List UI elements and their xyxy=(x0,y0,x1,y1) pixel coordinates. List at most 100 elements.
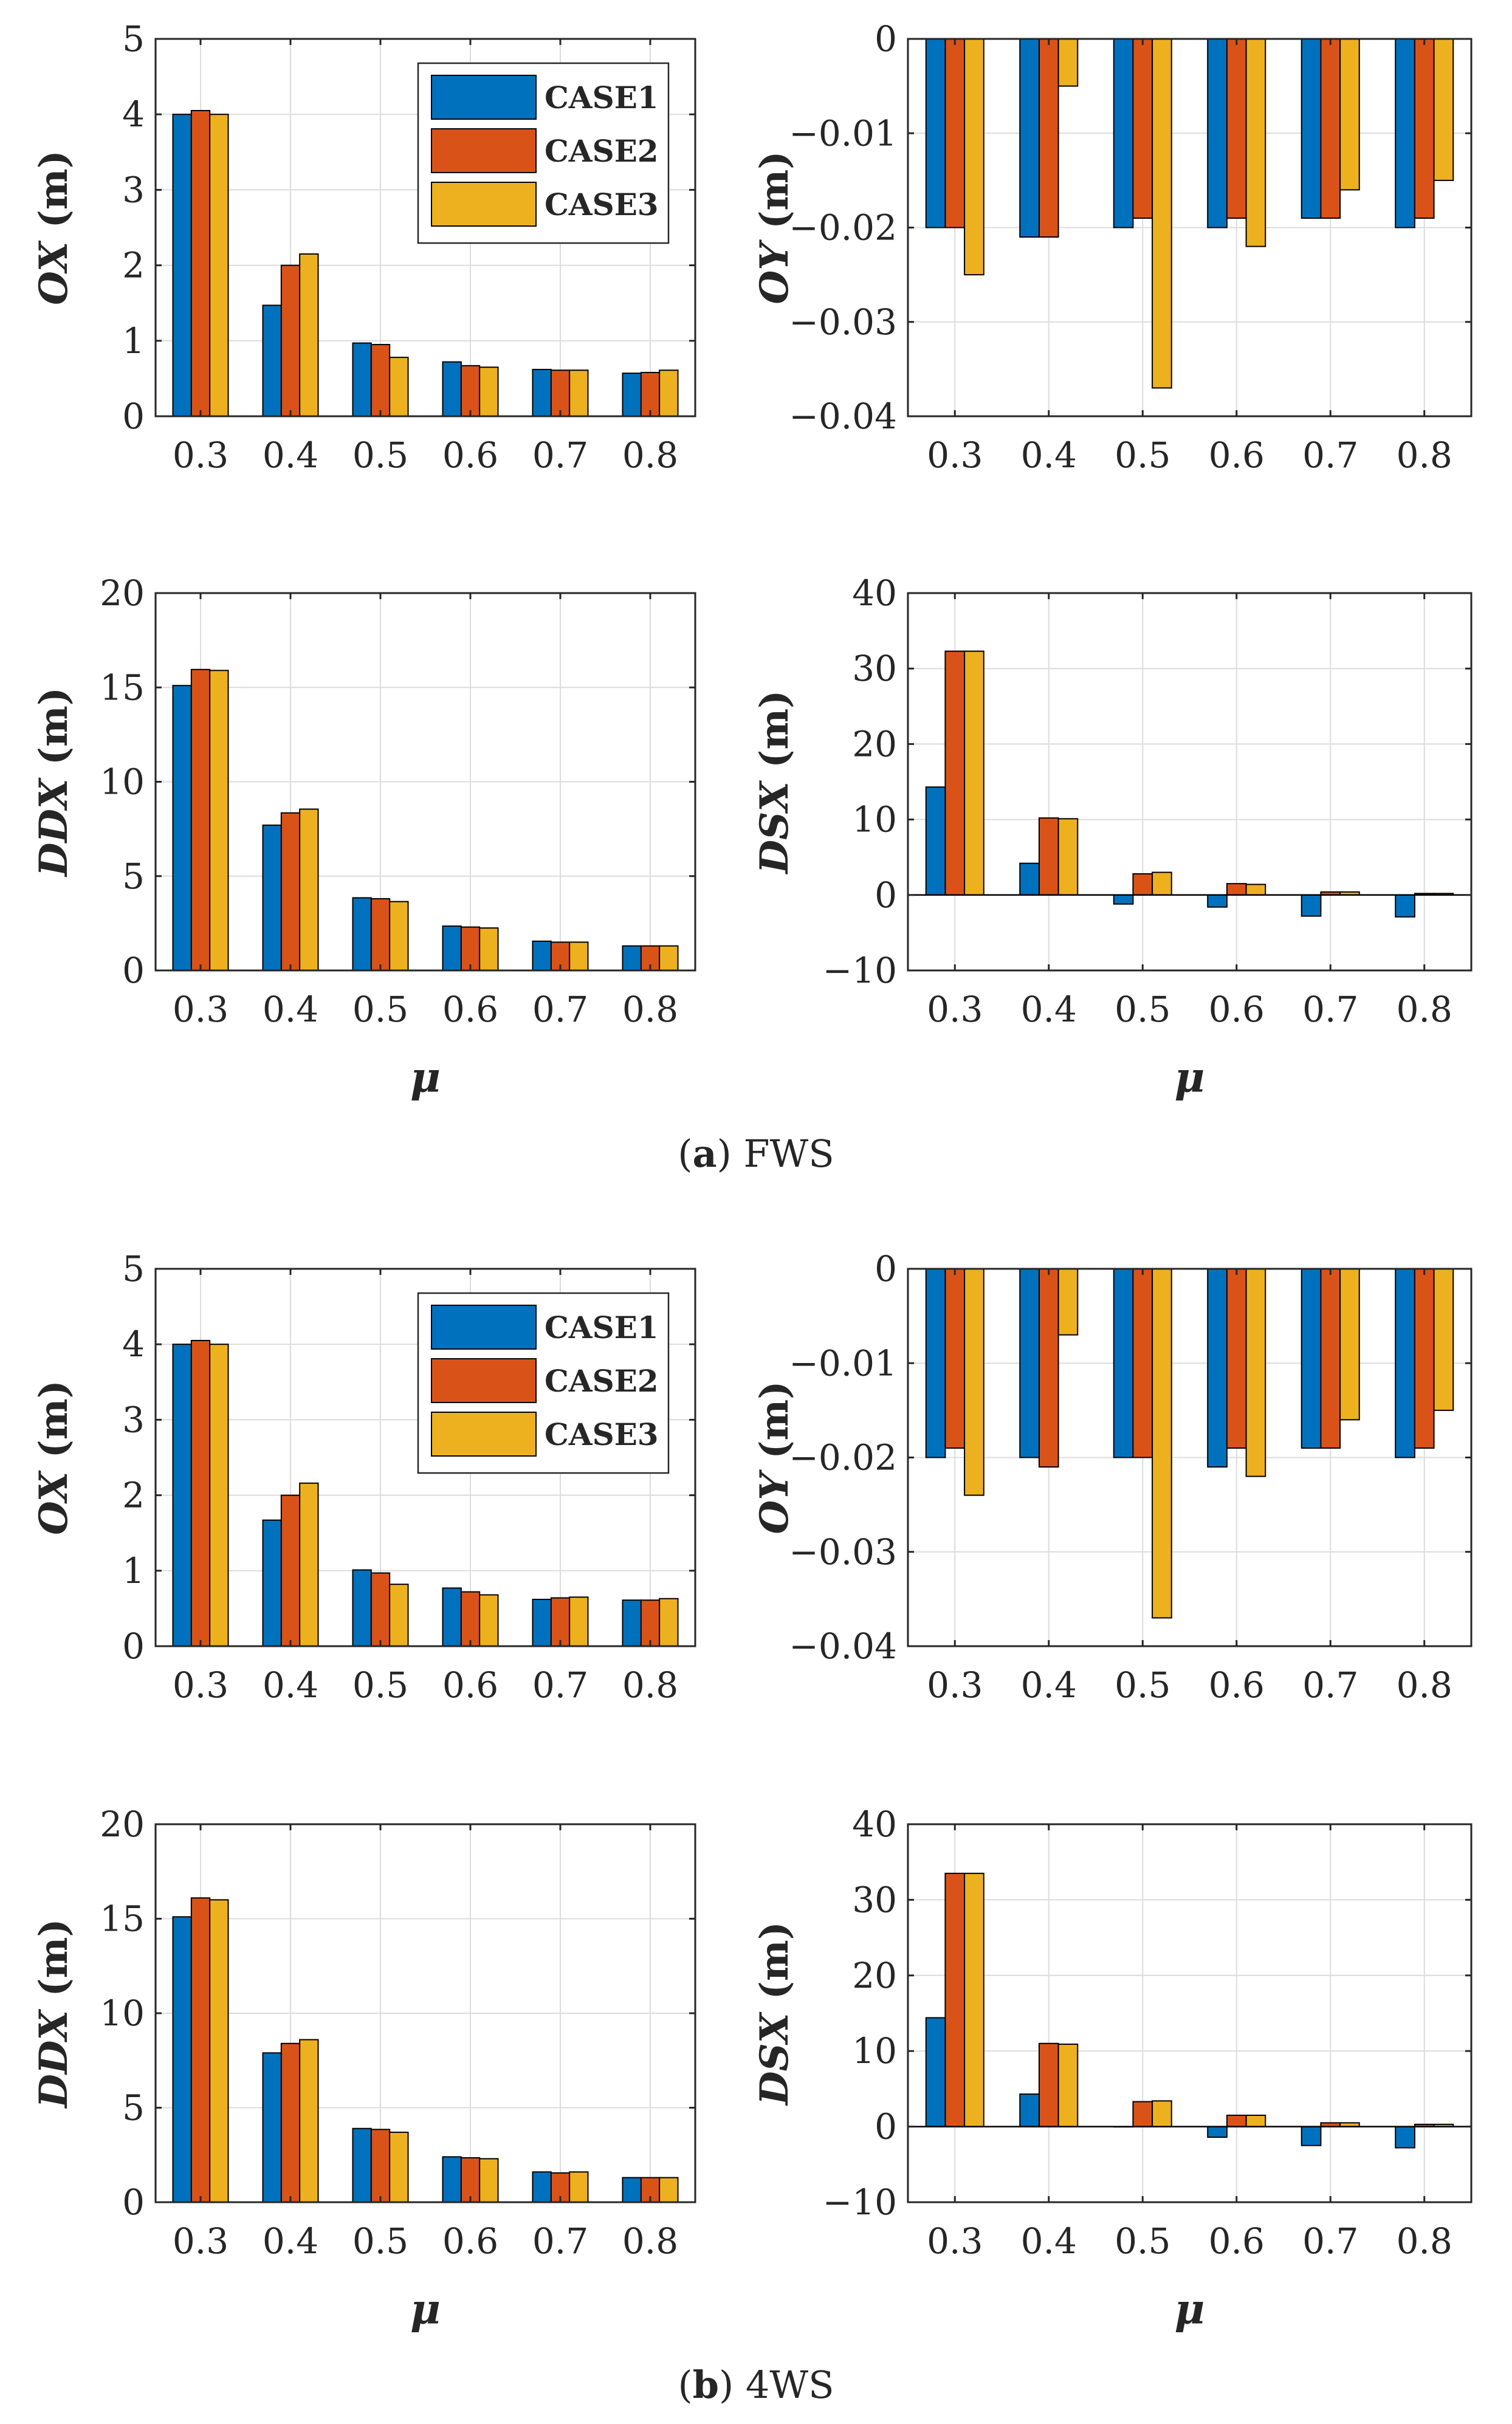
bar-case3-0.8 xyxy=(659,369,679,417)
bar-case2-0.6 xyxy=(460,1591,481,1647)
x-tick-label: 0.4 xyxy=(263,1664,318,1706)
bar-case2-0.6 xyxy=(460,926,481,971)
bar-case3-0.7 xyxy=(569,1596,589,1647)
bar-case2-0.4 xyxy=(280,812,301,972)
bar-case2-0.7 xyxy=(550,1597,571,1647)
legend-label-case1: CASE1 xyxy=(545,80,659,115)
gridlines xyxy=(156,593,695,970)
bar-case2-0.6 xyxy=(460,365,481,417)
bar-case1-0.4 xyxy=(1019,862,1040,896)
x-tick-label: 0.6 xyxy=(442,989,498,1030)
legend-swatch-case2 xyxy=(431,128,537,173)
bar-case3-0.8 xyxy=(659,945,679,972)
bar-case3-0.7 xyxy=(569,941,589,972)
y-tick-label: −0.02 xyxy=(789,1437,897,1478)
bar-case2-0.3 xyxy=(944,38,966,228)
bar-case1-0.7 xyxy=(1301,894,1322,917)
y-tick-label: −0.04 xyxy=(789,396,897,437)
x-tick-label: 0.4 xyxy=(263,434,318,476)
bar-case3-0.4 xyxy=(299,253,319,417)
x-tick-label: 0.7 xyxy=(532,1664,588,1706)
bar-case3-0.5 xyxy=(389,357,409,417)
bar-case1-0.8 xyxy=(1395,2126,1415,2149)
y-tick-label: 1 xyxy=(122,320,145,362)
legend-swatch-case1 xyxy=(431,1305,537,1350)
bar-case1-0.3 xyxy=(172,114,192,417)
x-tick-label: 0.4 xyxy=(1021,1664,1077,1706)
x-tick-label: 0.5 xyxy=(352,434,408,476)
legend: CASE1 CASE2 CASE3 xyxy=(417,62,670,244)
bar-case2-0.7 xyxy=(1320,1268,1341,1449)
y-tick-label: 15 xyxy=(100,667,145,708)
y-axis-label: OY (m) xyxy=(752,1381,797,1534)
x-tick-label: 0.8 xyxy=(622,434,678,476)
x-tick-label: 0.3 xyxy=(927,1664,983,1706)
bar-case1-0.7 xyxy=(532,368,552,417)
gridlines xyxy=(156,1824,695,2202)
x-tick-label: 0.5 xyxy=(352,989,408,1030)
y-tick-label: −0.04 xyxy=(789,1626,897,1667)
bar-case1-0.7 xyxy=(532,1598,552,1647)
bar-case2-0.8 xyxy=(1414,1268,1435,1449)
charts: 0 1 2 3 4 5 0.3 0.4 0.5 0.6 0.7 0.8 OX (m) CASE1 CASE2… xyxy=(31,18,1472,2334)
bar-case2-0.4 xyxy=(1038,817,1059,896)
bar-case1-0.6 xyxy=(442,925,462,971)
bar-case1-0.5 xyxy=(352,2127,372,2203)
bar-case1-0.3 xyxy=(172,685,192,972)
y-tick-label: 0 xyxy=(122,396,145,437)
y-axis-label: OX (m) xyxy=(31,150,77,305)
y-tick-label: 10 xyxy=(852,799,897,840)
x-ticks: 0.3 0.4 0.5 0.6 0.7 0.8 xyxy=(173,593,678,1030)
bar-case3-0.5 xyxy=(389,901,409,971)
bar-case2-0.4 xyxy=(1038,38,1059,238)
bar-case1-0.8 xyxy=(1395,894,1415,918)
gridlines xyxy=(908,1269,1471,1646)
bar-case1-0.3 xyxy=(925,38,946,228)
bar-case1-0.5 xyxy=(352,1569,372,1647)
x-tick-label: 0.8 xyxy=(1397,1664,1452,1706)
x-tick-label: 0.6 xyxy=(442,1664,498,1706)
y-tick-label: −0.02 xyxy=(789,207,897,249)
legend-swatch-case3 xyxy=(431,182,537,227)
bar-case1-0.6 xyxy=(1207,894,1228,908)
y-tick-label: 0 xyxy=(122,2182,145,2223)
bar-case3-0.3 xyxy=(964,38,985,276)
bar-case3-0.7 xyxy=(1339,1268,1360,1421)
y-ticks: 0 5 10 15 20 xyxy=(100,572,695,991)
y-axis-label: DDX (m) xyxy=(31,1918,77,2109)
y-axis-label: DDX (m) xyxy=(31,687,77,877)
y-ticks: 0 5 10 15 20 xyxy=(100,1804,695,2223)
y-tick-label: 20 xyxy=(100,1804,145,1845)
bar-case1-0.4 xyxy=(262,1519,282,1647)
bar-case1-0.4 xyxy=(262,304,282,417)
bar-case1-0.6 xyxy=(1207,2126,1228,2138)
legend-swatch-case3 xyxy=(431,1412,537,1457)
bar-case1-0.8 xyxy=(1395,38,1415,228)
legend-swatch-case2 xyxy=(431,1358,537,1403)
y-tick-label: 30 xyxy=(852,1879,897,1920)
bar-case1-0.4 xyxy=(262,824,282,972)
x-ticks: 0.3 0.4 0.5 0.6 0.7 0.8 xyxy=(173,39,678,476)
bars xyxy=(925,1268,1454,1619)
caption-a: (a) FWS xyxy=(678,1131,834,1176)
x-tick-label: 0.6 xyxy=(1209,2220,1265,2262)
bar-case1-0.7 xyxy=(1301,1268,1322,1449)
y-tick-label: 5 xyxy=(122,856,145,897)
y-tick-label: 3 xyxy=(122,169,145,210)
chart-a-ox: 0 1 2 3 4 5 0.3 0.4 0.5 0.6 0.7 0.8 OX (m) CASE1 CASE2… xyxy=(31,18,696,476)
y-tick-label: 20 xyxy=(852,1955,897,1996)
bar-case1-0.8 xyxy=(622,945,642,972)
bar-case2-0.8 xyxy=(1414,38,1435,219)
y-tick-label: 0 xyxy=(122,1626,145,1667)
bar-case2-0.3 xyxy=(944,1872,966,2127)
y-tick-label: −0.01 xyxy=(789,112,897,154)
y-tick-label: 3 xyxy=(122,1399,145,1440)
bar-case1-0.6 xyxy=(442,1587,462,1647)
bar-case2-0.4 xyxy=(280,2042,301,2203)
y-axis-label: DSX (m) xyxy=(752,1921,797,2106)
bar-case3-0.4 xyxy=(299,2039,319,2203)
y-tick-label: 0 xyxy=(875,1248,897,1289)
y-tick-label: 0 xyxy=(875,18,897,60)
y-tick-label: 10 xyxy=(100,761,145,803)
bar-case2-0.4 xyxy=(1038,2042,1059,2127)
